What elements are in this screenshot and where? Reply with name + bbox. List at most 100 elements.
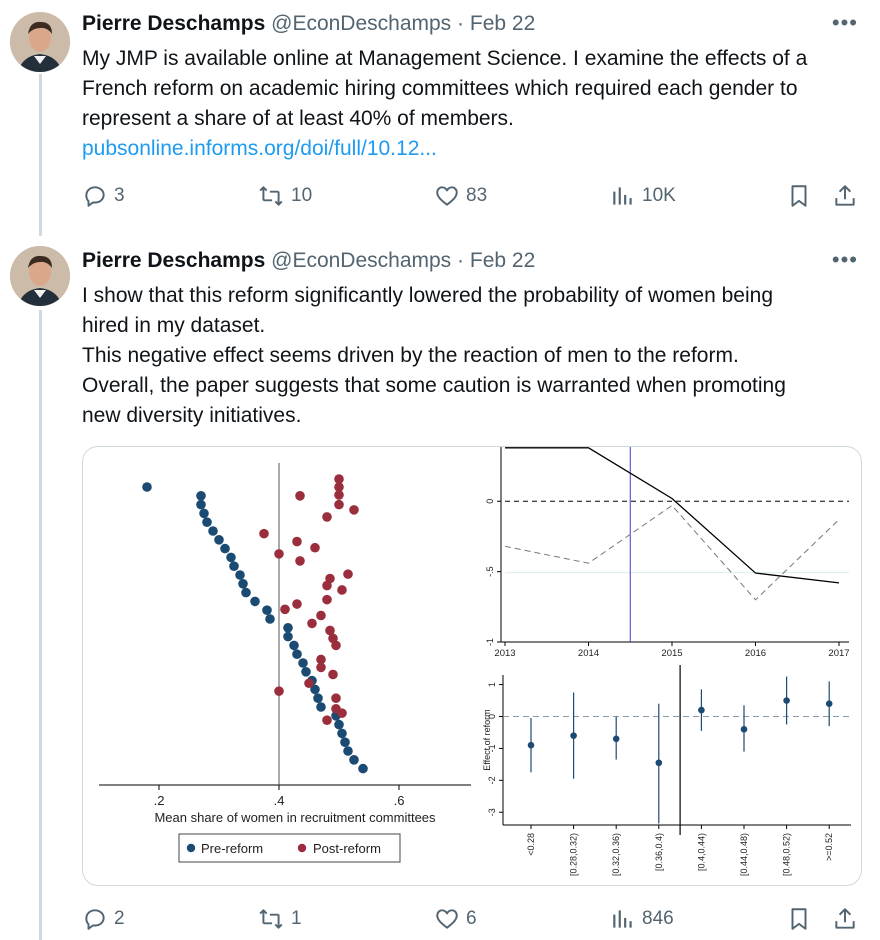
pre-reform-point	[229, 561, 239, 571]
pre-reform-point	[301, 667, 311, 677]
tweet-text: My JMP is available online at Management…	[82, 44, 862, 164]
views-button[interactable]: 846	[610, 904, 674, 934]
retweet-count: 10	[291, 185, 313, 206]
views-button[interactable]: 10K	[610, 181, 676, 211]
effect-y-tick-label: -3	[487, 808, 497, 816]
reply-count: 2	[114, 908, 125, 929]
bookmark-button[interactable]	[786, 181, 812, 211]
legend-pre-reform-marker	[186, 843, 196, 853]
author-handle[interactable]: @EconDeschamps	[271, 249, 452, 272]
post-reform-point	[349, 505, 359, 515]
reply-icon	[85, 909, 105, 930]
post-reform-point	[322, 715, 332, 725]
bookmark-button[interactable]	[786, 904, 812, 934]
effect-estimate-point	[527, 741, 535, 749]
separator: ·	[457, 249, 465, 272]
effect-x-tick-label: >=0.52	[824, 833, 834, 861]
pre-reform-point	[208, 526, 218, 536]
retweet-button[interactable]: 10	[257, 181, 312, 211]
line-chart-y-tick-label: -.5	[485, 566, 495, 577]
pre-reform-point	[298, 658, 308, 668]
tweet-text-line: represent a share of at least 40% of mem…	[82, 107, 514, 130]
pre-reform-point	[199, 508, 209, 519]
tweet-media[interactable]: .2 .4 .6 Mean share of women in recruitment…	[82, 446, 862, 886]
scatter-x-axis-label: Mean share of women in recruitment commi…	[154, 810, 436, 825]
effect-x-tick-label: [0.32,0.36)	[611, 833, 621, 876]
share-button[interactable]	[832, 181, 858, 211]
post-reform-point	[292, 599, 302, 609]
line-chart-y-tick-label: -1	[485, 638, 495, 646]
avatar[interactable]	[10, 12, 70, 72]
post-reform-point	[337, 708, 347, 718]
reply-icon	[85, 186, 105, 207]
post-reform-point	[322, 594, 332, 605]
more-icon[interactable]: •••	[831, 247, 858, 272]
tweet-link[interactable]: pubsonline.informs.org/doi/full/10.12...	[82, 137, 437, 160]
post-reform-point	[325, 625, 335, 636]
pre-reform-point	[316, 702, 326, 712]
effect-x-tick-label: [0.48,0.52)	[782, 833, 792, 876]
effect-estimate-point	[698, 706, 705, 714]
line-chart-x-tick-label: 2016	[745, 648, 766, 659]
views-count: 846	[642, 908, 674, 929]
pre-reform-point	[220, 543, 230, 554]
post-reform-point	[334, 490, 344, 500]
post-reform-point	[334, 474, 344, 484]
more-icon[interactable]: •••	[831, 10, 858, 35]
retweet-count: 1	[291, 908, 302, 929]
tweet-date[interactable]: Feb 22	[469, 249, 536, 272]
tweet-date[interactable]: Feb 22	[469, 12, 536, 35]
like-button[interactable]: 6	[434, 904, 477, 934]
share-button[interactable]	[832, 904, 858, 934]
effect-y-tick-label: -2	[487, 776, 497, 784]
tweet-text-line: French reform on academic hiring committ…	[82, 77, 798, 100]
pre-reform-point	[310, 684, 320, 695]
legend-pre-reform-label: Pre-reform	[201, 841, 263, 856]
author-handle[interactable]: @EconDeschamps	[271, 12, 452, 35]
tweet-text-line: Overall, the paper suggests that some ca…	[82, 374, 786, 397]
pre-reform-point	[283, 631, 293, 642]
pre-reform-point	[250, 596, 260, 607]
pre-reform-point	[358, 763, 368, 774]
avatar[interactable]	[10, 246, 70, 306]
post-reform-point	[274, 686, 284, 696]
post-reform-point	[307, 618, 317, 629]
pre-reform-point	[238, 579, 248, 589]
effect-y-axis-label: Effect of reform	[482, 709, 492, 770]
tweet-text: I show that this reform significantly lo…	[82, 281, 862, 431]
effect-x-tick-label: [0.28,0.32)	[569, 833, 579, 876]
legend-post-reform-label: Post-reform	[313, 841, 381, 856]
author-name[interactable]: Pierre Deschamps	[82, 12, 266, 35]
effect-y-tick-label: 0	[487, 714, 497, 719]
effect-x-tick-label: <0.28	[526, 833, 536, 856]
views-icon	[613, 187, 632, 205]
tweet-text-line: new diversity initiatives.	[82, 404, 302, 427]
pre-reform-point	[313, 693, 323, 703]
reply-button[interactable]: 3	[82, 181, 125, 211]
retweet-icon	[259, 909, 283, 929]
pre-reform-point	[262, 605, 272, 615]
reply-button[interactable]: 2	[82, 904, 125, 934]
post-reform-point	[274, 549, 284, 559]
views-icon	[613, 910, 632, 928]
tweet-text-line: hired in my dataset.	[82, 314, 266, 337]
scatter-x-tick-label: .6	[394, 793, 405, 808]
tweet-text-line: I show that this reform significantly lo…	[82, 284, 774, 307]
retweet-button[interactable]: 1	[257, 904, 302, 934]
effect-y-tick-label: -1	[487, 744, 497, 752]
author-name[interactable]: Pierre Deschamps	[82, 249, 266, 272]
post-reform-point	[328, 669, 338, 680]
post-reform-point	[292, 536, 302, 547]
share-icon	[835, 185, 855, 206]
line-series-dashed	[504, 504, 840, 601]
tweet-header: Pierre Deschamps @EconDeschamps · Feb 22	[82, 12, 535, 36]
pre-reform-point	[202, 517, 212, 527]
pre-reform-point	[196, 491, 206, 501]
pre-reform-point	[343, 746, 353, 756]
effect-x-tick-label: [0.44,0.48)	[739, 833, 749, 876]
scatter-x-tick-label: .4	[274, 793, 285, 808]
post-reform-point	[322, 580, 332, 591]
effect-estimate-point	[612, 735, 620, 743]
like-button[interactable]: 83	[434, 181, 487, 211]
thread-connector	[39, 310, 42, 940]
